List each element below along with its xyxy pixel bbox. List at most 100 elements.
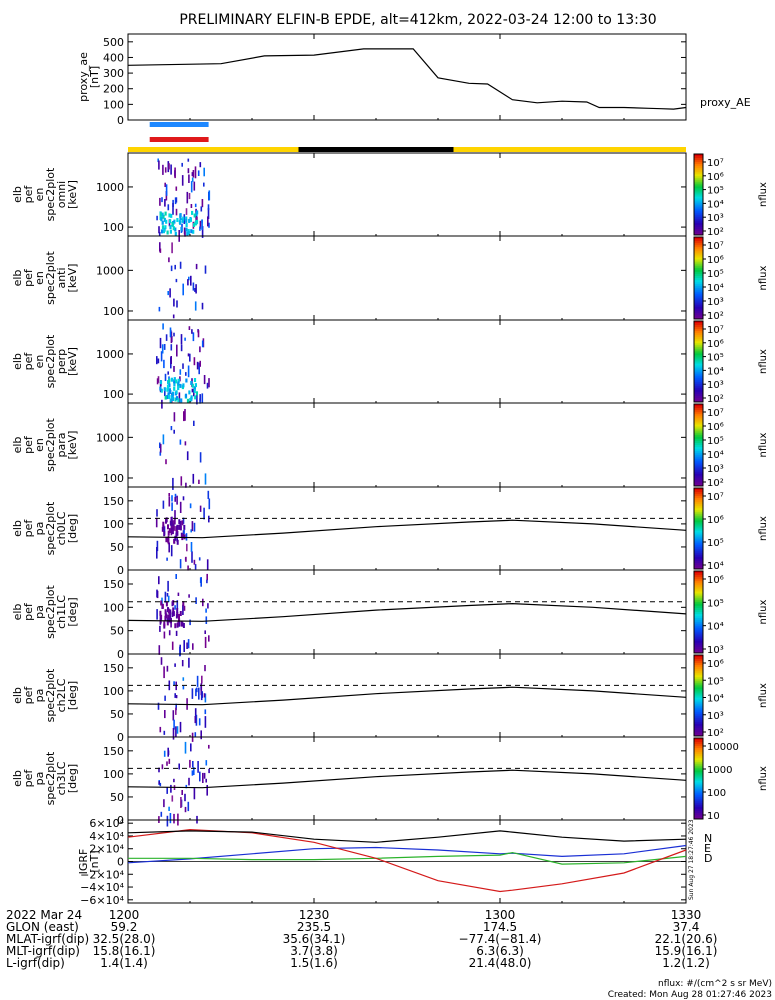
y-axis-label: spec2plot	[44, 251, 57, 305]
colorbar-tick-label: 10⁴	[707, 622, 724, 633]
flux-cell	[189, 217, 192, 222]
flux-cell	[191, 388, 194, 393]
flux-cell	[190, 743, 192, 752]
colorbar-cell	[694, 206, 703, 210]
panel-frame	[127, 152, 687, 237]
flux-cell	[195, 220, 198, 225]
y-tick-label: 1000	[96, 264, 124, 277]
colorbar-cell	[694, 540, 703, 544]
y-axis-label: pef	[22, 435, 35, 454]
flux-cell	[188, 777, 190, 786]
flux-cell	[176, 344, 178, 357]
colorbar-cell	[694, 746, 703, 749]
colorbar-cell	[694, 442, 703, 446]
flux-cell	[173, 719, 175, 730]
flux-cell	[175, 390, 178, 395]
flux-cell	[192, 223, 196, 227]
flux-cell	[188, 218, 191, 223]
flux-cell	[169, 225, 172, 230]
flux-cell	[196, 210, 199, 215]
colorbar-cell	[694, 659, 703, 662]
flux-cell	[190, 381, 193, 385]
table-cell: 3.7(3.8)	[290, 944, 338, 958]
flux-cell	[179, 439, 182, 445]
flux-cell	[175, 703, 177, 711]
flux-cell	[173, 382, 176, 387]
colorbar-cell	[694, 247, 703, 250]
flux-cell	[158, 576, 160, 585]
flux-cell	[172, 525, 175, 531]
colorbar-cell	[694, 280, 703, 283]
y-axis-label: spec2plot	[44, 751, 57, 805]
colorbar-cell	[694, 389, 703, 393]
flux-cell	[187, 565, 189, 571]
sunlit-bar	[128, 147, 299, 152]
flux-cell	[184, 230, 186, 237]
colorbar-cell	[694, 512, 703, 515]
colorbar-cell	[694, 445, 703, 448]
flux-cell	[172, 607, 175, 613]
y-axis-label: elb	[11, 687, 24, 704]
colorbar-cell	[694, 762, 703, 765]
colorbar-tick-label: 10⁶	[707, 659, 724, 670]
colorbar-cell	[694, 624, 703, 627]
colorbar-frame	[693, 320, 704, 403]
flux-cell	[192, 170, 195, 178]
colorbar-cell	[694, 404, 703, 407]
colorbar-cell	[694, 802, 703, 806]
colorbar-cell	[694, 715, 703, 719]
colorbar-cell	[694, 347, 703, 350]
y-axis-label: [keV]	[66, 180, 79, 209]
flux-cell	[191, 329, 193, 334]
colorbar-cell	[694, 224, 703, 228]
y-tick-label: 150	[103, 495, 124, 508]
flux-cell	[177, 381, 180, 386]
flux-cell	[186, 191, 189, 204]
colorbar-cell	[694, 562, 703, 566]
flux-cell	[184, 393, 188, 398]
colorbar-cell	[694, 422, 703, 425]
flux-cell	[208, 768, 210, 774]
igrf-legend-label: D	[704, 852, 712, 865]
flux-cell	[173, 366, 175, 372]
colorbar-cell	[694, 154, 703, 157]
flux-cell	[171, 641, 174, 650]
flux-cell	[165, 459, 167, 465]
colorbar-frame	[693, 487, 704, 570]
flux-cell	[168, 493, 170, 497]
flux-cell	[180, 398, 183, 403]
y-axis-label: spec2plot	[44, 418, 57, 472]
colorbar-cell	[694, 176, 703, 179]
table-row-label: MLT-igrf(dip)	[6, 944, 80, 958]
flux-cell	[196, 687, 198, 693]
flux-cell	[185, 208, 188, 215]
y-tick-label: 0	[117, 648, 124, 661]
flux-cell	[168, 630, 171, 636]
colorbar-cell	[694, 174, 703, 177]
flux-cell	[157, 358, 160, 364]
colorbar-cell	[694, 216, 703, 220]
colorbar-tick-label: 10⁵	[707, 676, 724, 687]
colorbar-cell	[694, 202, 703, 206]
table-cell: 37.4	[673, 920, 700, 934]
table-row-label: L-igrf(dip)	[6, 956, 65, 970]
colorbar-cell	[694, 642, 703, 646]
colorbar-cell	[694, 369, 703, 373]
colorbar-cell	[694, 675, 703, 678]
flux-cell	[170, 265, 173, 272]
y-tick-label: 50	[110, 791, 124, 804]
flux-cell	[167, 580, 169, 592]
colorbar-tick-label: 10²	[707, 478, 724, 489]
flux-cell	[198, 718, 201, 726]
flux-cell	[174, 493, 177, 498]
flux-cell	[172, 203, 174, 215]
colorbar-cell	[694, 190, 703, 193]
colorbar-cell	[694, 345, 703, 348]
colorbar-cell	[694, 663, 703, 666]
flux-cell	[194, 301, 197, 311]
y-tick-label: 150	[103, 662, 124, 675]
colorbar-tick-label: 10⁴	[707, 366, 724, 377]
flux-cell	[187, 353, 190, 357]
flux-cell	[182, 363, 184, 369]
flux-cell	[167, 608, 170, 614]
